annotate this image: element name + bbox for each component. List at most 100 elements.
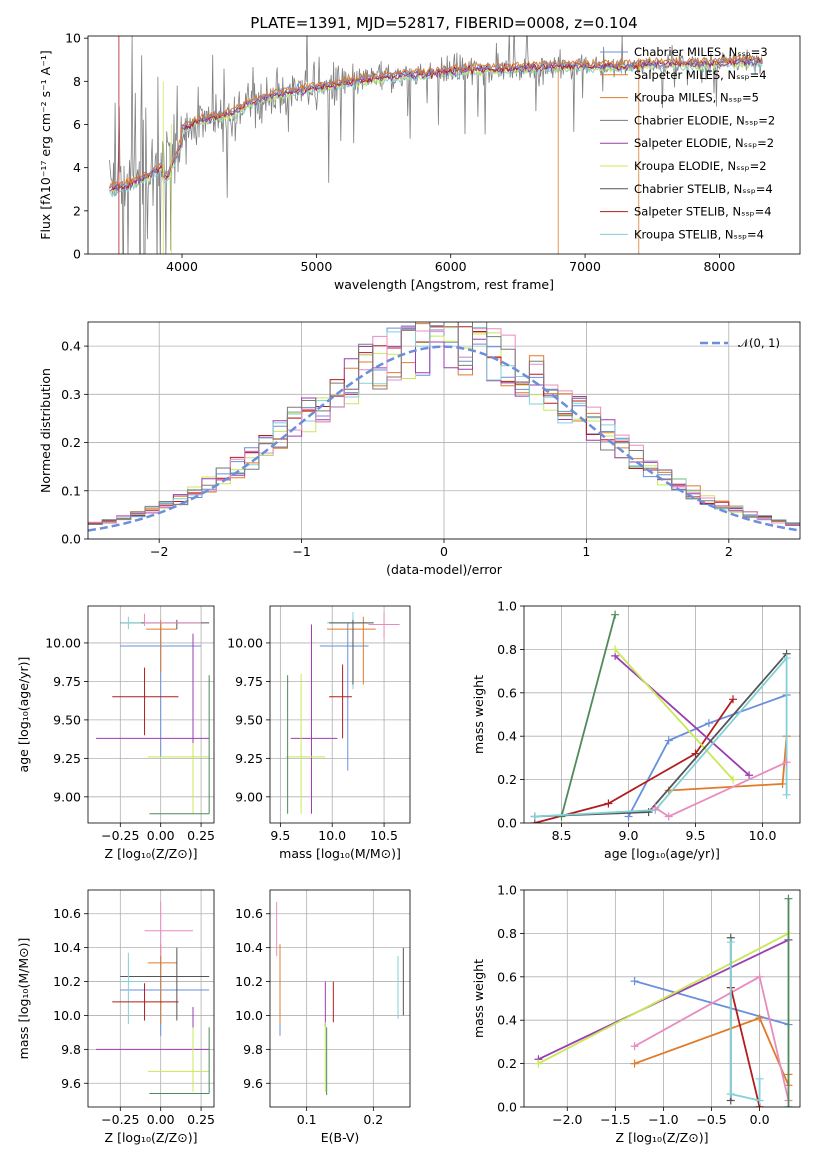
y-tick-label: 10.2 xyxy=(53,974,81,989)
age-vs-mass-panel: 9.5 10.0 10.5 9.00 9.25 9.50 9.75 10.00 mass [lo… xyxy=(227,605,411,861)
model-spectrum-salpeter_miles xyxy=(109,54,763,190)
x-tick-label: 2 xyxy=(725,544,733,559)
weight-marker-chabrier_miles xyxy=(630,977,639,986)
weight-marker-salpeter_miles xyxy=(755,1014,764,1023)
weight-vs-age-panel: 8.5 9.0 9.5 10.0 0.0 0.2 0.4 0.6 0.8 1.0 age [log₁… xyxy=(471,599,801,861)
normal-distribution-curve xyxy=(88,345,800,532)
plot-area xyxy=(530,610,791,823)
mass-vs-extinction-panel: 0.1 0.2 9.6 9.8 10.0 10.2 10.4 10.6 E(B-V) xyxy=(235,889,411,1145)
x-tick-label: −1.0 xyxy=(648,1112,678,1127)
y-axis-label: age [log₁₀(age/yr)] xyxy=(16,657,31,773)
x-tick-label: 4000 xyxy=(166,259,198,274)
weight-marker-pink xyxy=(755,972,764,981)
weight-marker-kroupa_stelib xyxy=(530,812,539,821)
y-tick-label: 10.4 xyxy=(235,940,263,955)
weight-marker-green xyxy=(784,894,793,903)
y-tick-label: 9.50 xyxy=(235,712,263,727)
y-tick-label: 9.75 xyxy=(235,674,263,689)
age-vs-metallicity-panel: −0.25 0.00 0.25 9.00 9.25 9.50 9.75 10.00 Z [log… xyxy=(16,605,215,861)
y-tick-label: 9.6 xyxy=(243,1076,263,1091)
x-tick-label: 0.2 xyxy=(363,1112,383,1127)
axes-frame xyxy=(269,605,411,824)
y-tick-label: 0.2 xyxy=(497,1056,517,1071)
weight-line-kroupa_stelib xyxy=(534,655,788,818)
weight-vs-metallicity-panel: −2.0 −1.5 −1.0 −0.5 0.0 0.0 0.2 0.4 0.6 0.8 1.0 Z [… xyxy=(471,883,801,1145)
y-tick-label: 10.4 xyxy=(53,940,81,955)
plot-area xyxy=(276,901,404,1096)
y-tick-label: 0.3 xyxy=(61,387,81,402)
weight-marker-pink xyxy=(630,1042,639,1051)
x-tick-label: 6000 xyxy=(435,259,467,274)
y-tick-label: 9.75 xyxy=(53,674,81,689)
weight-marker-kroupa_stelib xyxy=(782,654,791,663)
weight-marker-green xyxy=(784,1103,793,1107)
y-tick-label: 9.8 xyxy=(243,1042,263,1057)
y-tick-label: 0.4 xyxy=(497,729,517,744)
y-axis-label: mass weight xyxy=(471,959,486,1038)
weight-marker-kroupa_stelib xyxy=(755,1096,764,1105)
y-tick-label: 8 xyxy=(73,74,81,89)
mass-vs-metallicity-panel: −0.25 0.00 0.25 9.6 9.8 10.0 10.2 10.4 10.6 Z [lo… xyxy=(16,889,215,1145)
plot-area xyxy=(285,612,400,814)
legend-entry: Salpeter ELODIE, Nₛₛₚ=2 xyxy=(634,136,774,150)
legend-entry: Chabrier ELODIE, Nₛₛₚ=2 xyxy=(634,113,775,127)
weight-marker-green xyxy=(611,610,620,619)
y-tick-label: 10.2 xyxy=(235,974,263,989)
y-tick-label: 0.6 xyxy=(497,685,517,700)
y-tick-label: 0.6 xyxy=(497,969,517,984)
y-tick-label: 0.2 xyxy=(61,435,81,450)
x-tick-label: 10.5 xyxy=(370,828,398,843)
x-axis-label: age [log₁₀(age/yr)] xyxy=(604,846,720,861)
y-tick-label: 0.0 xyxy=(497,816,517,831)
x-tick-label: 9.5 xyxy=(270,828,290,843)
weight-marker-kroupa_stelib xyxy=(726,1089,735,1098)
y-tick-label: 0.8 xyxy=(497,926,517,941)
weight-marker-salpeter_stelib xyxy=(729,695,738,704)
x-tick-label: 8000 xyxy=(703,259,735,274)
axes-frame xyxy=(87,605,215,824)
weight-marker-pink xyxy=(782,758,791,767)
weight-marker-salpeter_miles xyxy=(630,1059,639,1068)
weight-marker-pink xyxy=(664,812,673,821)
residual-histogram-salpeter_miles xyxy=(88,322,800,526)
y-tick-label: 9.50 xyxy=(53,712,81,727)
weight-marker-chabrier_miles xyxy=(664,736,673,745)
legend-entry: Kroupa STELIB, Nₛₛₚ=4 xyxy=(634,227,764,241)
y-tick-label: 2 xyxy=(73,203,81,218)
weight-line-kroupa_elodie xyxy=(614,648,734,781)
weight-marker-pink xyxy=(651,803,660,812)
legend-entry: Chabrier MILES, Nₛₛₚ=3 xyxy=(634,45,768,59)
y-tick-label: 10 xyxy=(65,31,81,46)
y-tick-label: 9.8 xyxy=(61,1042,81,1057)
axes-frame xyxy=(87,889,215,1108)
x-axis-label: (data-model)/error xyxy=(386,562,503,577)
weight-marker-chabrier_miles xyxy=(624,812,633,821)
y-tick-label: 4 xyxy=(73,160,81,175)
x-tick-label: −0.25 xyxy=(101,828,139,843)
weight-line-chabrier_stelib xyxy=(534,653,788,818)
x-tick-label: 0.25 xyxy=(187,828,215,843)
y-tick-label: 10.0 xyxy=(53,1008,81,1023)
y-tick-label: 0.0 xyxy=(61,532,81,547)
weight-marker-salpeter_elodie xyxy=(745,771,754,780)
weight-marker-kroupa_stelib xyxy=(782,790,791,799)
plot-area xyxy=(109,36,763,254)
x-tick-label: 7000 xyxy=(569,259,601,274)
x-tick-label: 8.5 xyxy=(552,828,572,843)
y-axis-label: Normed distribution xyxy=(38,368,53,493)
x-axis-label: mass [log₁₀(M/M⊙)] xyxy=(279,846,401,861)
x-tick-label: 9.5 xyxy=(686,828,706,843)
x-tick-label: −1 xyxy=(292,544,310,559)
y-tick-label: 0.4 xyxy=(497,1013,517,1028)
y-tick-label: 9.25 xyxy=(53,751,81,766)
residual-histogram-kroupa_elodie xyxy=(88,332,800,526)
legend-entry: Salpeter STELIB, Nₛₛₚ=4 xyxy=(634,205,772,219)
legend-entry: Salpeter MILES, Nₛₛₚ=4 xyxy=(634,68,767,82)
residual-histogram-pink xyxy=(88,322,800,527)
x-tick-label: 0.00 xyxy=(147,1112,175,1127)
x-tick-label: 9.0 xyxy=(619,828,639,843)
weight-line-salpeter_stelib xyxy=(534,698,734,823)
y-axis-label: mass [log₁₀(M/M⊙)] xyxy=(16,938,31,1060)
y-axis-label: mass weight xyxy=(471,675,486,754)
y-tick-label: 0.8 xyxy=(497,642,517,657)
